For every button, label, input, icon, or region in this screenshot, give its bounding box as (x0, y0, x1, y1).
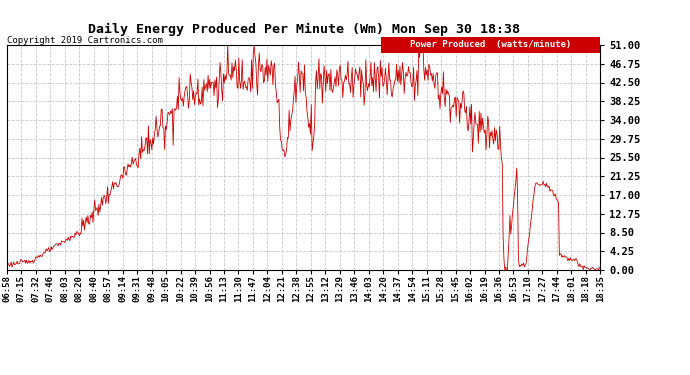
Title: Daily Energy Produced Per Minute (Wm) Mon Sep 30 18:38: Daily Energy Produced Per Minute (Wm) Mo… (88, 23, 520, 36)
Text: Copyright 2019 Cartronics.com: Copyright 2019 Cartronics.com (7, 36, 163, 45)
